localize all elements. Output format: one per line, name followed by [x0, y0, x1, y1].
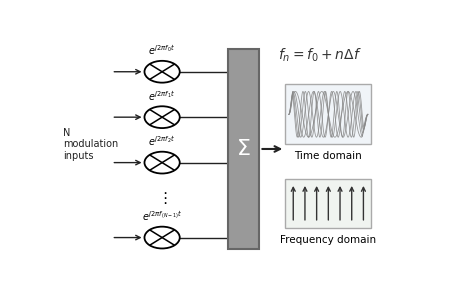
Text: N
modulation
inputs: N modulation inputs	[63, 128, 118, 161]
Text: Frequency domain: Frequency domain	[280, 235, 376, 245]
Bar	[285, 84, 372, 145]
Text: $e^{j2\pi f_{(N-1)} t}$: $e^{j2\pi f_{(N-1)} t}$	[142, 209, 182, 223]
Text: $\vdots$: $\vdots$	[157, 190, 167, 206]
Text: $\Sigma$: $\Sigma$	[237, 139, 251, 159]
Text: $f_n = f_0 + n\Delta f$: $f_n = f_0 + n\Delta f$	[278, 47, 362, 64]
Text: $e^{j2\pi f_0 t}$: $e^{j2\pi f_0 t}$	[148, 44, 176, 58]
Bar	[285, 178, 372, 228]
Text: $e^{j2\pi f_1 t}$: $e^{j2\pi f_1 t}$	[148, 89, 176, 103]
Bar	[228, 49, 259, 249]
Text: $e^{j2\pi f_2 t}$: $e^{j2\pi f_2 t}$	[148, 135, 176, 148]
Text: Time domain: Time domain	[294, 151, 362, 161]
